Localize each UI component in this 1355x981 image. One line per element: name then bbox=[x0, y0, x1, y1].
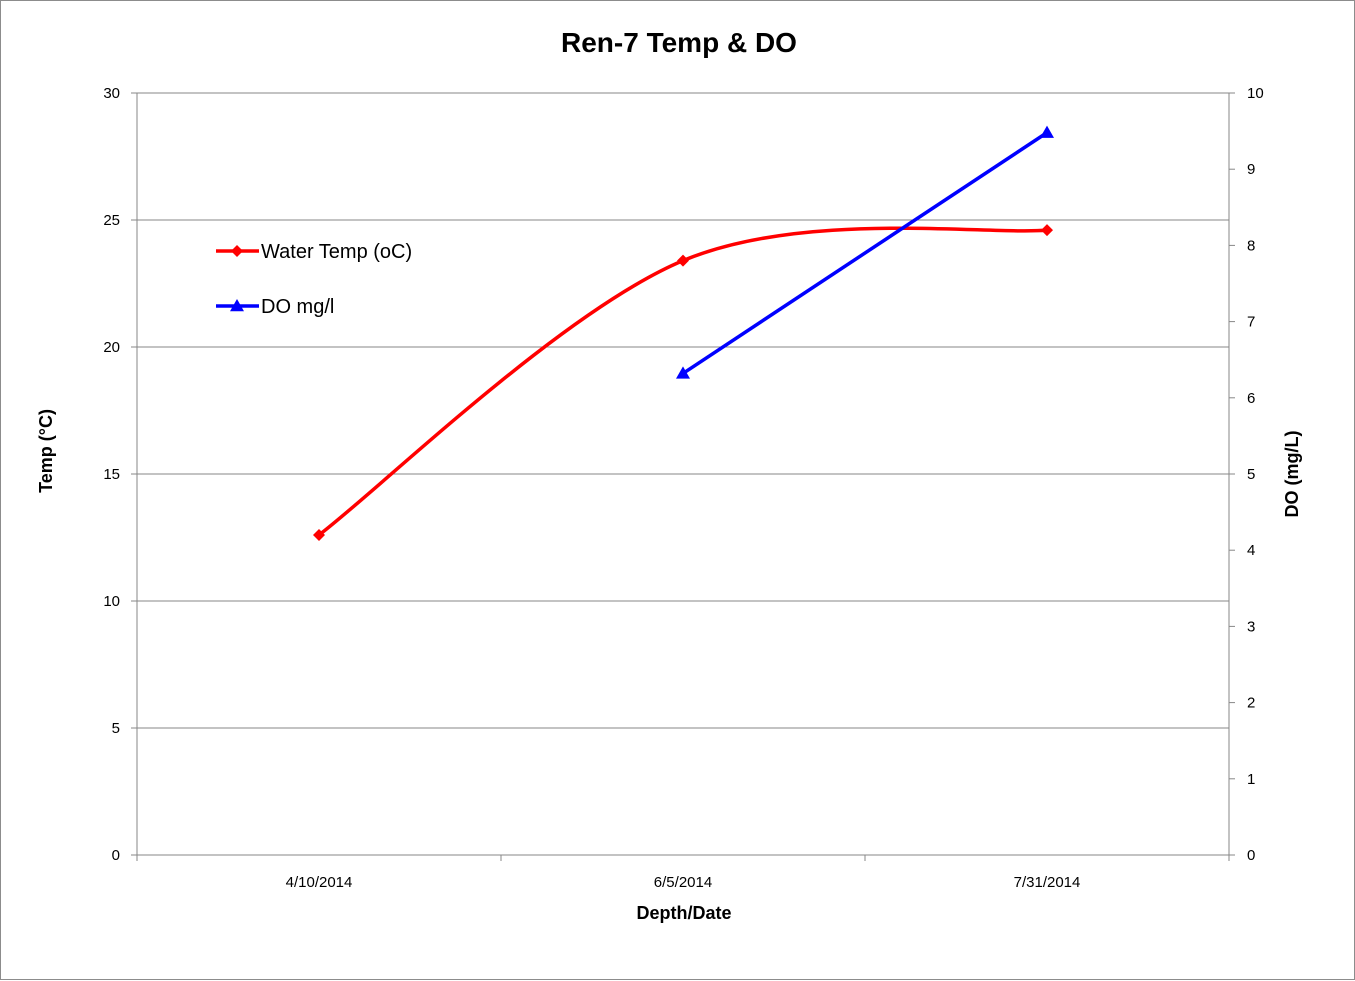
chart-title: Ren-7 Temp & DO bbox=[561, 27, 797, 58]
series-2-point bbox=[1040, 125, 1054, 138]
y-tick-label-right: 2 bbox=[1247, 695, 1255, 712]
y-axis-title-left: Temp (°C) bbox=[36, 409, 56, 493]
series-2-point bbox=[676, 366, 690, 379]
x-tick-label: 6/5/2014 bbox=[654, 874, 712, 891]
x-tick-label: 7/31/2014 bbox=[1014, 874, 1081, 891]
series-1-point bbox=[677, 254, 689, 267]
x-tick-label: 4/10/2014 bbox=[286, 874, 353, 891]
legend-series-1-marker bbox=[231, 245, 243, 257]
y-tick-label-right: 7 bbox=[1247, 314, 1255, 331]
y-tick-label-right: 1 bbox=[1247, 771, 1255, 788]
series-2-line bbox=[682, 131, 1048, 375]
legend-series-2-label: DO mg/l bbox=[261, 296, 334, 318]
axes: 0 5 10 15 20 25 30 0 1 2 3 4 5 6 7 8 9 10 4/10/2014 6/5/201… bbox=[103, 85, 1263, 891]
series-1-point bbox=[1041, 224, 1053, 237]
legend-series-1-label: Water Temp (oC) bbox=[261, 241, 412, 263]
y-tick-label-right: 4 bbox=[1247, 542, 1255, 559]
y-axis-title-right: DO (mg/L) bbox=[1282, 431, 1302, 518]
legend-series-2-marker bbox=[230, 299, 244, 312]
series-1-line bbox=[317, 226, 1048, 537]
series-layer bbox=[313, 125, 1054, 541]
y-tick-label-right: 6 bbox=[1247, 390, 1255, 407]
y-tick-label-right: 10 bbox=[1247, 85, 1264, 102]
series-1-point bbox=[313, 528, 325, 541]
y-tick-label-left: 30 bbox=[103, 85, 120, 102]
y-tick-label-left: 10 bbox=[103, 593, 120, 610]
y-tick-label-right: 9 bbox=[1247, 161, 1255, 178]
gridlines bbox=[137, 92, 1229, 729]
y-tick-label-left: 15 bbox=[103, 466, 120, 483]
legend: Water Temp (oC) DO mg/l bbox=[216, 241, 412, 318]
y-tick-label-left: 20 bbox=[103, 339, 120, 356]
y-tick-label-right: 0 bbox=[1247, 847, 1255, 864]
y-tick-label-left: 25 bbox=[103, 212, 120, 229]
y-tick-label-left: 5 bbox=[112, 720, 120, 737]
y-tick-label-right: 8 bbox=[1247, 237, 1255, 254]
y-tick-label-right: 3 bbox=[1247, 618, 1255, 635]
y-tick-label-left: 0 bbox=[112, 847, 120, 864]
y-tick-label-right: 5 bbox=[1247, 466, 1255, 483]
x-axis-title: Depth/Date bbox=[636, 903, 731, 923]
